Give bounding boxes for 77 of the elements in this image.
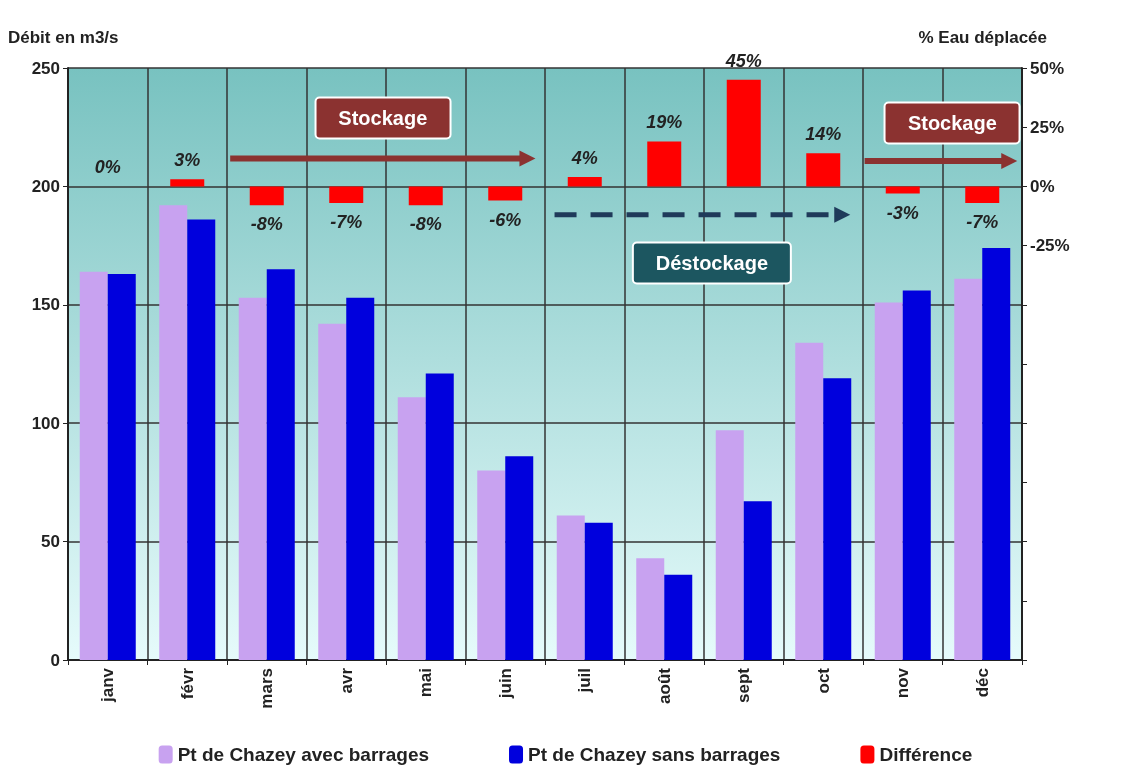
legend-label: Pt de Chazey avec barrages — [177, 744, 430, 765]
y2-tick-label: 50% — [1030, 58, 1065, 78]
x-tick-label: févr — [177, 667, 197, 700]
bar — [584, 522, 613, 660]
annotation: Déstockage — [631, 241, 793, 285]
bar — [318, 323, 347, 660]
bar — [505, 456, 534, 660]
y-tick-label: 50 — [41, 532, 60, 552]
data-label: -6% — [489, 209, 522, 230]
bar — [743, 501, 772, 660]
data-label: -7% — [330, 211, 363, 232]
y-tick-label: 150 — [31, 295, 60, 315]
bar — [795, 342, 824, 660]
annotation: Stockage — [314, 96, 452, 140]
y-tick-label: 100 — [31, 413, 60, 433]
x-tick-label: déc — [972, 668, 992, 698]
data-label: 0% — [94, 157, 121, 178]
data-label: 19% — [646, 112, 683, 133]
x-tick-label: mai — [416, 668, 436, 698]
data-label: 3% — [174, 150, 201, 171]
data-label: -8% — [250, 214, 283, 235]
x-tick-label: août — [654, 667, 674, 704]
bar — [806, 153, 841, 187]
bar — [982, 247, 1011, 660]
data-label: 45% — [724, 50, 762, 71]
bar — [329, 186, 364, 203]
bar — [567, 176, 602, 187]
y-tick-label: 200 — [31, 176, 60, 196]
y2-tick-label: 0% — [1030, 176, 1055, 196]
bar — [346, 297, 375, 660]
y-axis-title: Débit en m3/s — [8, 28, 119, 47]
y-tick-label: 0 — [50, 650, 60, 670]
bar — [647, 141, 682, 187]
bar — [159, 205, 188, 660]
x-tick-label: juil — [575, 668, 595, 694]
bar — [408, 186, 443, 206]
data-label: 14% — [805, 124, 842, 145]
bar — [885, 186, 920, 194]
legend-label: Pt de Chazey sans barrages — [528, 744, 781, 765]
y2-tick-label: -25% — [1030, 236, 1070, 256]
bar — [823, 378, 852, 660]
bar — [477, 470, 506, 660]
data-label: -3% — [886, 202, 919, 223]
bar — [266, 269, 295, 660]
legend-label: Différence — [879, 744, 973, 765]
bar — [664, 574, 693, 660]
x-tick-label: nov — [893, 667, 913, 699]
bar — [79, 271, 108, 660]
data-label: 4% — [570, 147, 598, 168]
bar — [187, 219, 216, 660]
y2-axis-title: % Eau déplacée — [918, 28, 1047, 47]
x-tick-label: mars — [257, 668, 277, 709]
bar — [488, 186, 523, 201]
bar — [107, 274, 136, 660]
bar — [902, 290, 931, 660]
bar — [636, 558, 665, 660]
x-tick-label: oct — [813, 667, 833, 694]
x-tick-label: avr — [336, 667, 356, 694]
bar — [397, 397, 426, 660]
bar — [425, 373, 454, 660]
data-label: -7% — [966, 211, 999, 232]
bar — [726, 79, 761, 187]
x-tick-label: sept — [734, 667, 754, 703]
x-tick-label: janv — [98, 667, 118, 704]
bar — [874, 302, 903, 660]
bar — [249, 186, 284, 206]
y2-tick-label: 25% — [1030, 117, 1065, 137]
bar — [170, 179, 205, 187]
y-tick-label: 250 — [31, 58, 60, 78]
bar — [715, 430, 744, 660]
bar — [965, 186, 1000, 203]
bar — [954, 278, 983, 660]
bar — [238, 297, 267, 660]
annotation: Stockage — [883, 101, 1021, 145]
bar — [556, 515, 585, 660]
data-label: -8% — [409, 214, 442, 235]
x-tick-label: juin — [495, 668, 515, 700]
